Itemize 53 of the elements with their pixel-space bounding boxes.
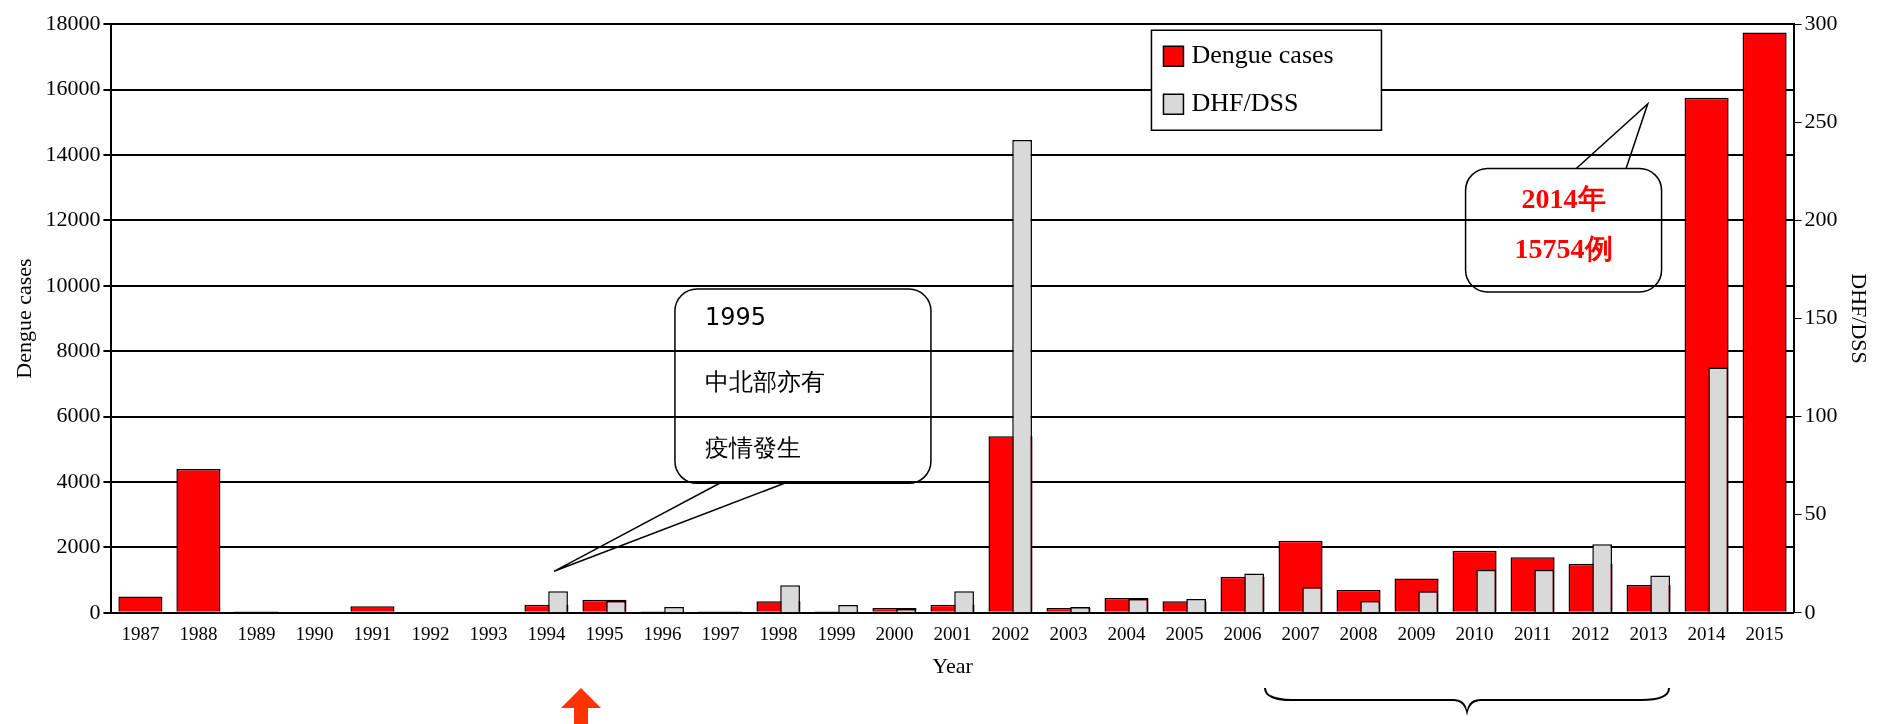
- x-tick-label: 2006: [1223, 623, 1262, 645]
- y-axis-title: Dengue cases: [10, 258, 36, 379]
- y-tick-label: 18000: [45, 9, 101, 35]
- x-tick-label: 2012: [1571, 623, 1610, 645]
- x-tick-label: 2004: [1107, 623, 1147, 645]
- y-tick-label: 6000: [56, 402, 101, 428]
- y-tick-label: 4000: [56, 467, 101, 493]
- x-tick-label: 1996: [643, 623, 682, 645]
- x-tick-label: 2011: [1513, 623, 1552, 645]
- y2-tick-label: 200: [1804, 206, 1838, 232]
- x-tick-label: 2001: [933, 623, 972, 645]
- x-tick-label: 1999: [817, 623, 856, 645]
- x-tick-label: 1993: [469, 623, 508, 645]
- y2-tick-label: 0: [1804, 598, 1816, 624]
- x-tick-label: 1989: [237, 623, 276, 645]
- y-tick-label: 10000: [45, 271, 101, 297]
- x-tick-label: 1988: [179, 623, 218, 645]
- legend-label: Dengue cases: [1191, 40, 1334, 70]
- x-tick-label: 1987: [121, 623, 160, 645]
- y2-axis-title: DHF/DSS: [1847, 273, 1873, 364]
- x-tick-label: 2008: [1339, 623, 1378, 645]
- y-tick-label: 16000: [45, 75, 101, 101]
- x-tick-label: 2003: [1049, 623, 1088, 645]
- y-tick-label: 2000: [56, 533, 101, 559]
- x-tick-label: 2007: [1281, 623, 1320, 645]
- x-tick-label: 2005: [1165, 623, 1204, 645]
- x-tick-label: 1994: [527, 623, 566, 645]
- x-tick-label: 1998: [759, 623, 798, 645]
- y2-tick-label: 100: [1804, 402, 1838, 428]
- x-tick-label: 2000: [875, 623, 914, 645]
- y2-tick-label: 250: [1804, 108, 1838, 134]
- x-tick-label: 2015: [1745, 623, 1784, 645]
- x-tick-label: 2014: [1687, 623, 1727, 645]
- text: 1995 中北部亦有疫情發生: [704, 302, 825, 462]
- x-tick-label: 1995: [585, 623, 624, 645]
- x-axis-title: Year: [932, 652, 974, 678]
- y2-tick-label: 150: [1804, 304, 1838, 330]
- x-tick-label: 1990: [295, 623, 334, 645]
- x-tick-label: 1991: [353, 623, 392, 645]
- x-tick-label: 1992: [411, 623, 450, 645]
- x-tick-label: 2013: [1629, 623, 1668, 645]
- y-tick-label: 8000: [56, 336, 101, 362]
- y-tick-label: 14000: [45, 140, 101, 166]
- x-tick-label: 2009: [1397, 623, 1436, 645]
- y-tick-label: 12000: [45, 206, 101, 232]
- legend-label: DHF/DSS: [1191, 88, 1299, 118]
- x-tick-label: 2002: [991, 623, 1030, 645]
- annotation: 2014年15754例: [1514, 183, 1613, 265]
- y-tick-label: 0: [89, 598, 101, 624]
- y2-tick-label: 50: [1804, 500, 1827, 526]
- y2-tick-label: 300: [1804, 9, 1838, 35]
- x-tick-label: 1997: [701, 623, 740, 645]
- x-tick-label: 2010: [1455, 623, 1494, 645]
